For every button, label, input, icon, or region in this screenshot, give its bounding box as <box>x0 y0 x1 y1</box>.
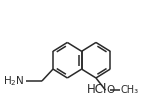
Text: CH₃: CH₃ <box>120 85 139 95</box>
Text: H$_2$N: H$_2$N <box>3 74 24 88</box>
Text: O: O <box>106 85 115 95</box>
Text: HCl: HCl <box>87 83 107 96</box>
